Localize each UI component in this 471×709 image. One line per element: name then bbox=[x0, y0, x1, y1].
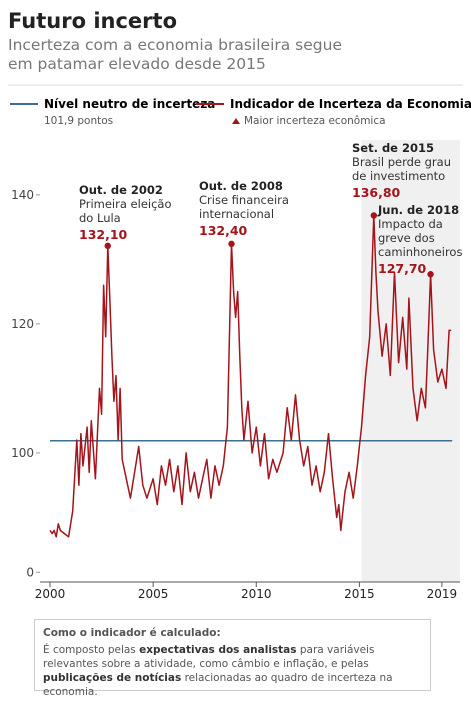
footer-part: relacionadas ao quadro de incerteza na e… bbox=[43, 672, 393, 698]
annotation-value: 127,70 bbox=[378, 261, 427, 276]
chart: Futuro incerto Incerteza com a economia … bbox=[8, 9, 471, 601]
annotation-title: Out. de 2008 bbox=[199, 179, 283, 193]
subtitle: em patamar elevado desde 2015 bbox=[8, 55, 266, 73]
annotation-text: de investimento bbox=[352, 169, 445, 183]
shade bbox=[361, 140, 460, 582]
y-tick-label: 100 bbox=[11, 446, 34, 460]
annotation-text: greve dos bbox=[378, 231, 435, 245]
x-tick-label: 2019 bbox=[427, 587, 458, 601]
legend-label: Indicador de Incerteza da Economia bbox=[230, 97, 471, 111]
y-tick-label: 0 bbox=[26, 565, 34, 579]
y-tick-label: 140 bbox=[11, 188, 34, 202]
annotation-value: 132,40 bbox=[199, 223, 248, 238]
annotation-value: 132,10 bbox=[79, 227, 128, 242]
legend-sub: 101,9 pontos bbox=[44, 115, 113, 127]
annotation-title: Jun. de 2018 bbox=[377, 203, 459, 217]
x-tick-label: 2000 bbox=[35, 587, 66, 601]
legend-arrow bbox=[232, 118, 240, 124]
annotation-title: Out. de 2002 bbox=[79, 183, 163, 197]
annotation-text: do Lula bbox=[79, 211, 121, 225]
annotation-dot bbox=[370, 212, 378, 219]
legend-sub: Maior incerteza econômica bbox=[244, 115, 386, 127]
chart-title: Futuro incerto bbox=[8, 9, 177, 33]
annotation-text: Brasil perde grau bbox=[352, 155, 451, 169]
annotation-text: Primeira eleição bbox=[79, 197, 172, 211]
data-line bbox=[49, 214, 452, 538]
annotation-text: Impacto da bbox=[378, 217, 443, 231]
footer-part: É composto pelas bbox=[43, 644, 140, 656]
annotation-value: 136,80 bbox=[352, 185, 401, 200]
legend-label: Nível neutro de incerteza bbox=[44, 97, 215, 111]
annotation-text: internacional bbox=[199, 207, 274, 221]
x-tick-label: 2010 bbox=[241, 587, 272, 601]
footer-title: Como o indicador é calculado: bbox=[43, 627, 221, 639]
annotation-text: caminhoneiros bbox=[378, 245, 462, 259]
footer-part: publicações de notícias bbox=[43, 672, 182, 684]
annotation-text: Crise financeira bbox=[199, 193, 289, 207]
footer-part: para variáveis relevantes sobre a ativid… bbox=[43, 644, 375, 670]
footer: Como o indicador é calculado: É composto… bbox=[34, 619, 431, 698]
x-tick-label: 2015 bbox=[344, 587, 375, 601]
annotation-dot bbox=[427, 271, 434, 278]
footer-text: É composto pelas expectativas dos analis… bbox=[43, 643, 422, 699]
annotation-dot bbox=[104, 242, 111, 250]
footer-part: expectativas dos analistas bbox=[139, 644, 297, 656]
subtitle: Incerteza com a economia brasileira segu… bbox=[8, 36, 342, 54]
annotation-title: Set. de 2015 bbox=[352, 141, 434, 155]
x-tick-label: 2005 bbox=[138, 587, 169, 601]
annotation-dot bbox=[228, 240, 235, 248]
y-tick-label: 120 bbox=[11, 317, 34, 331]
